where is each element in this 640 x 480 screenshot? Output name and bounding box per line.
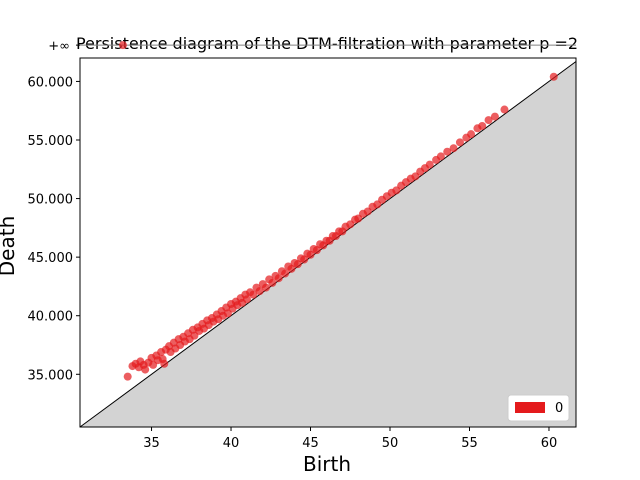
- persistence-point: [436, 152, 445, 161]
- persistence-point: [123, 372, 132, 381]
- y-axis-ticks: 35.000 40.000 45.000 50.000 55.000 60.000: [28, 44, 80, 383]
- y-tick-label: 45.000: [28, 251, 74, 266]
- legend: 0: [507, 394, 570, 422]
- persistence-point: [500, 105, 509, 114]
- x-tick-label: 35: [143, 436, 160, 451]
- x-axis-ticks: 35 40 45 50 55 60: [143, 427, 557, 451]
- persistence-point: [449, 144, 458, 153]
- persistence-point: [484, 116, 493, 125]
- x-tick-label: 45: [302, 436, 319, 451]
- persistence-point: [490, 112, 499, 121]
- infinity-tick-label: +∞: [48, 39, 70, 54]
- persistence-point: [255, 287, 264, 296]
- y-tick-label: 40.000: [28, 310, 74, 325]
- axes-frame: [79, 57, 577, 428]
- persistence-point: [274, 274, 283, 283]
- y-tick-label: 50.000: [28, 193, 74, 208]
- x-tick-label: 40: [223, 436, 240, 451]
- persistence-point: [455, 138, 464, 147]
- persistence-point: [306, 250, 315, 259]
- persistence-point: [312, 246, 321, 255]
- x-tick-label: 55: [461, 436, 478, 451]
- persistence-point: [242, 295, 251, 304]
- y-tick-label: 60.000: [28, 75, 74, 90]
- persistence-point: [141, 365, 150, 374]
- legend-swatch: [515, 402, 545, 413]
- y-tick-label: 55.000: [28, 134, 74, 149]
- persistence-point: [467, 130, 476, 139]
- persistence-point: [300, 255, 309, 264]
- persistence-point: [443, 147, 452, 156]
- x-axis-label: Birth: [303, 452, 351, 476]
- persistence-point: [549, 72, 558, 81]
- plot-area: [79, 41, 577, 428]
- persistence-point: [268, 278, 277, 287]
- persistence-point: [425, 160, 434, 169]
- persistence-point: [262, 283, 270, 292]
- persistence-point: [249, 290, 258, 299]
- x-tick-label: 50: [382, 436, 399, 451]
- legend-label: 0: [555, 401, 563, 416]
- persistence-point: [287, 264, 296, 273]
- persistence-point: [160, 359, 169, 368]
- infinite-persistence-point: [118, 41, 127, 50]
- persistence-point: [478, 121, 487, 130]
- chart-title: Persistence diagram of the DTM-filtratio…: [76, 34, 578, 53]
- points-layer: [118, 41, 558, 381]
- x-tick-label: 60: [541, 436, 558, 451]
- persistence-point: [293, 260, 302, 269]
- y-tick-label: 35.000: [28, 368, 74, 383]
- persistence-point: [281, 269, 290, 278]
- y-axis-label: Death: [0, 216, 19, 276]
